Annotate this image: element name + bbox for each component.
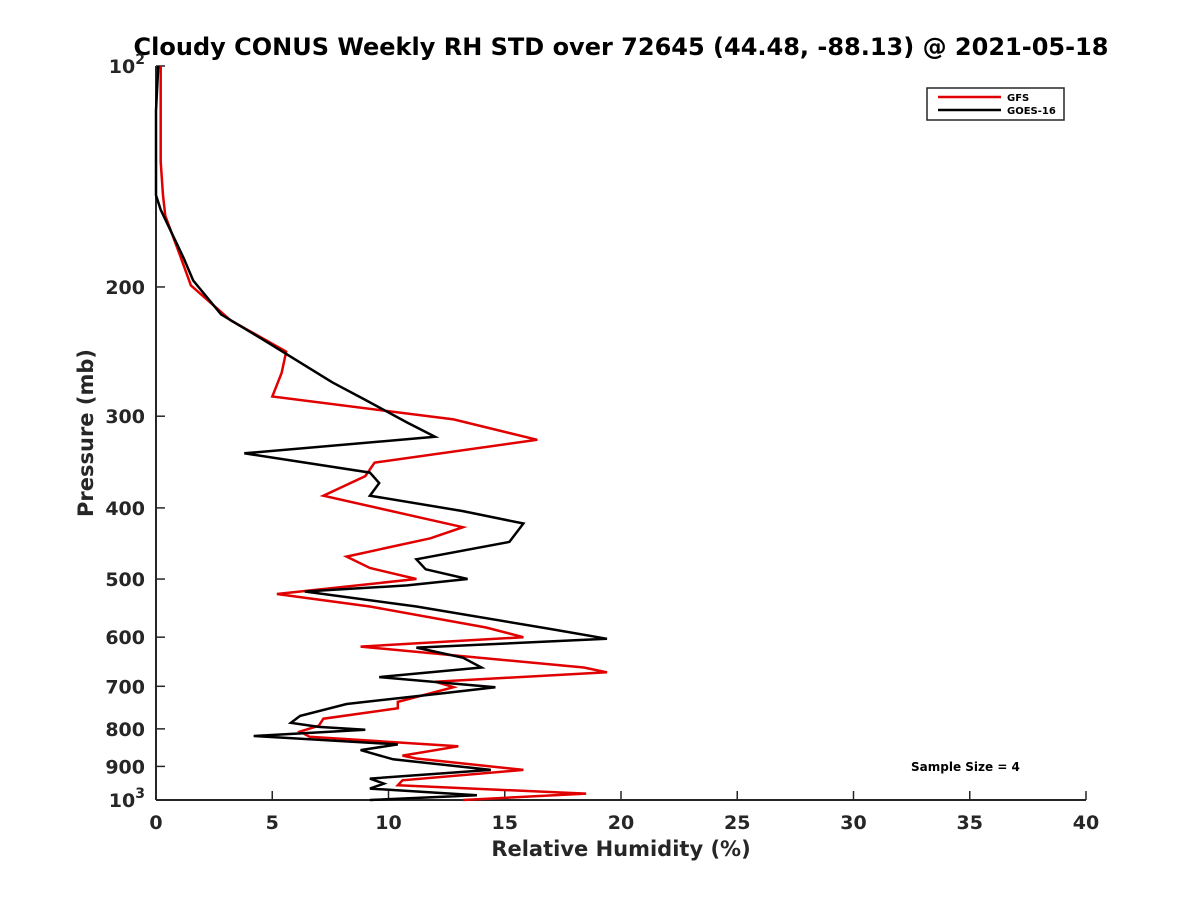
series-line-goes-16 xyxy=(154,65,608,802)
chart-title: Cloudy CONUS Weekly RH STD over 72645 (4… xyxy=(134,33,1109,61)
y-tick-label: 200 xyxy=(105,277,145,299)
x-tick-label: 35 xyxy=(957,812,983,834)
x-axis-label: Relative Humidity (%) xyxy=(491,837,750,861)
x-tick-label: 40 xyxy=(1073,812,1099,834)
x-ticks: 0 5 10 15 20 25 30 35 40 xyxy=(149,791,1099,834)
sample-size-annotation: Sample Size = 4 xyxy=(911,760,1020,774)
legend-label-gfs: GFS xyxy=(1007,93,1029,104)
x-tick-label: 30 xyxy=(840,812,866,834)
legend-label-goes16: GOES-16 xyxy=(1007,106,1056,117)
x-tick-label: 15 xyxy=(492,812,518,834)
x-tick-label: 25 xyxy=(724,812,750,834)
y-axis-label: Pressure (mb) xyxy=(74,349,98,517)
x-tick-label: 0 xyxy=(149,812,162,834)
legend: GFS GOES-16 xyxy=(926,87,1065,121)
y-tick-label: 400 xyxy=(105,498,145,520)
x-tick-label: 20 xyxy=(608,812,634,834)
y-tick-label: 102 xyxy=(109,52,145,78)
y-tick-label: 700 xyxy=(105,676,145,698)
x-tick-label: 5 xyxy=(266,812,279,834)
y-ticks: 102 200 300 400 500 600 700 800 900 103 xyxy=(105,52,165,812)
series-lines xyxy=(154,65,608,802)
x-tick-label: 10 xyxy=(375,812,401,834)
series-line-gfs xyxy=(159,66,608,802)
legend-box xyxy=(926,87,1065,121)
y-tick-label: 300 xyxy=(105,406,145,428)
y-tick-label: 500 xyxy=(105,569,145,591)
y-tick-label: 600 xyxy=(105,627,145,649)
plot-area: 0 5 10 15 20 25 30 35 40 102 200 300 400 500 600 700 80… xyxy=(105,52,1099,834)
y-tick-label: 800 xyxy=(105,719,145,741)
y-tick-label: 103 xyxy=(109,786,145,812)
y-tick-label: 900 xyxy=(105,756,145,778)
